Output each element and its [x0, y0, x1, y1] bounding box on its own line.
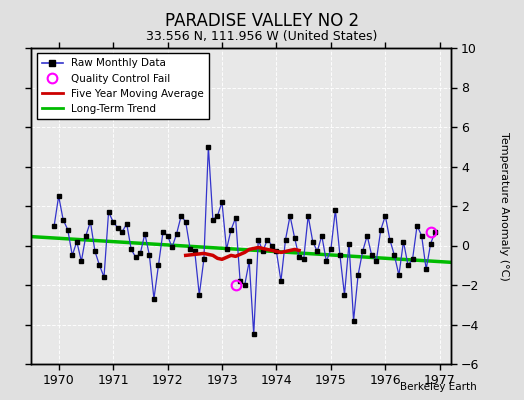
Y-axis label: Temperature Anomaly (°C): Temperature Anomaly (°C): [499, 132, 509, 280]
Text: 33.556 N, 111.956 W (United States): 33.556 N, 111.956 W (United States): [146, 30, 378, 43]
Text: Berkeley Earth: Berkeley Earth: [400, 382, 477, 392]
Legend: Raw Monthly Data, Quality Control Fail, Five Year Moving Average, Long-Term Tren: Raw Monthly Data, Quality Control Fail, …: [37, 53, 209, 119]
Text: PARADISE VALLEY NO 2: PARADISE VALLEY NO 2: [165, 12, 359, 30]
